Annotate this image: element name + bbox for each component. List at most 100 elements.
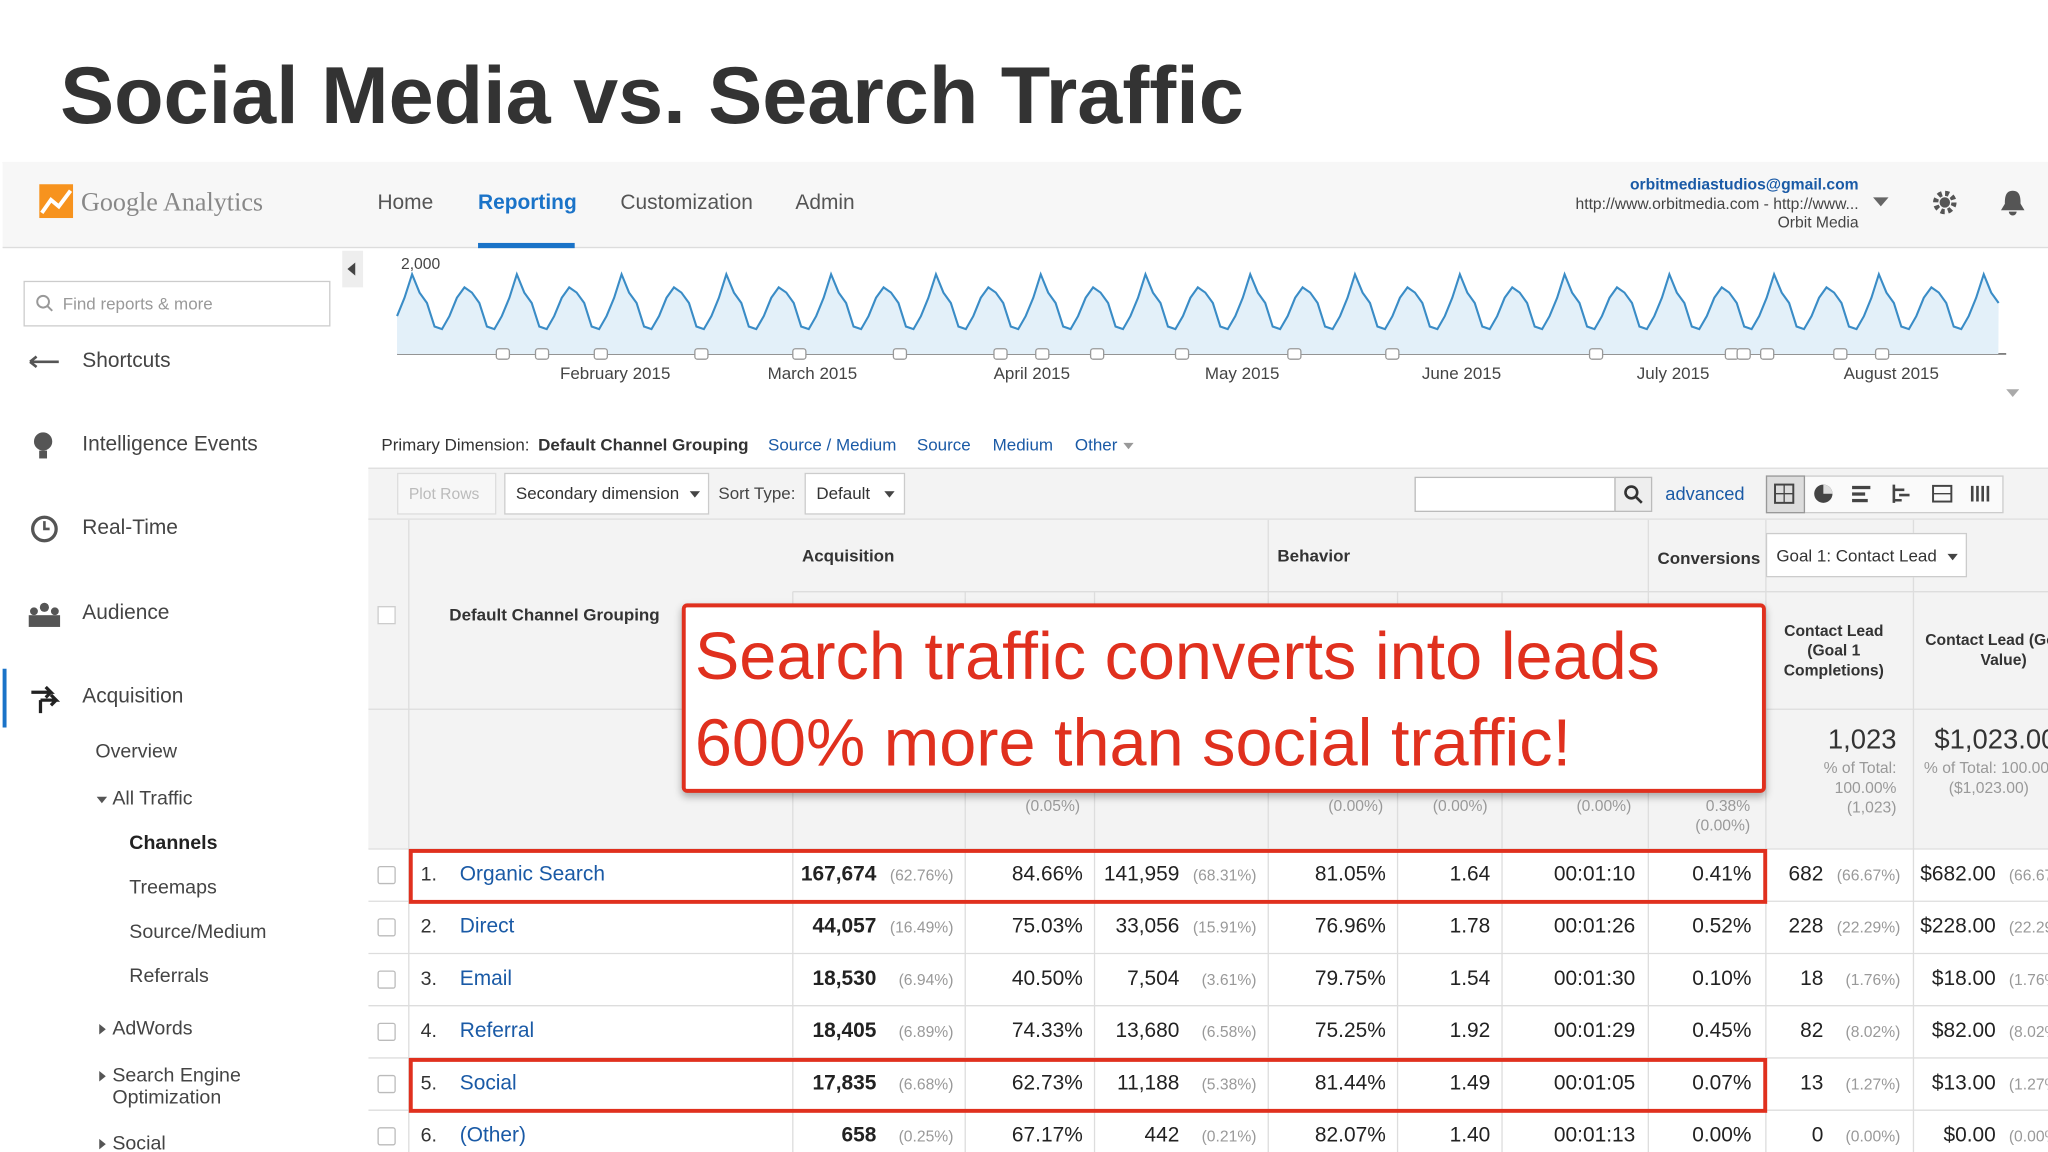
channel-link[interactable]: Referral xyxy=(459,1020,535,1043)
nav-underline xyxy=(478,242,575,249)
search-placeholder: Find reports & more xyxy=(62,293,213,314)
cell-value: $13.00 xyxy=(1931,1072,1996,1095)
nav-item[interactable]: Customization xyxy=(620,191,753,215)
cell-value: 00:01:30 xyxy=(1553,967,1636,991)
sidebar-subitem[interactable]: AdWords xyxy=(112,1017,193,1040)
sidebar-search[interactable] xyxy=(23,280,331,327)
dimension-option[interactable]: Medium xyxy=(992,434,1054,455)
sidebar-subitem[interactable]: All Traffic xyxy=(112,787,193,810)
cell-value: 1.40 xyxy=(1449,1124,1491,1147)
cell-value: $682.00 xyxy=(1920,863,1996,886)
total-value: 1,023 xyxy=(1827,724,1897,755)
cell-value: 00:01:13 xyxy=(1553,1124,1636,1147)
sidebar-item[interactable]: Intelligence Events xyxy=(82,433,258,456)
channel-link[interactable]: Social xyxy=(459,1072,517,1095)
nav-item[interactable]: Admin xyxy=(795,191,855,215)
sidebar-subitem[interactable]: Social xyxy=(112,1132,166,1152)
view-table[interactable] xyxy=(1765,475,1806,514)
cell-value: $82.00 xyxy=(1931,1020,1996,1043)
dimension-option: Default Channel Grouping xyxy=(538,434,749,455)
cell-value: 0.41% xyxy=(1692,863,1752,886)
advanced-link[interactable]: advanced xyxy=(1665,483,1745,505)
cell-value: 0.00% xyxy=(1692,1124,1752,1147)
row-checkbox[interactable] xyxy=(377,970,396,989)
channel-link[interactable]: Email xyxy=(459,967,513,991)
table-search[interactable] xyxy=(1414,476,1616,512)
settings-icon[interactable] xyxy=(1932,189,1958,215)
row-rank: 5. xyxy=(420,1072,437,1095)
sidebar-item[interactable]: Shortcuts xyxy=(82,350,171,373)
cell-percent: (8.02%) xyxy=(2008,1022,2048,1041)
cell-value: 81.05% xyxy=(1314,863,1386,886)
row-checkbox[interactable] xyxy=(377,1074,396,1094)
cell-value: 82.07% xyxy=(1314,1124,1386,1147)
cell-percent: (62.76%) xyxy=(889,865,954,885)
cell-value: 44,057 xyxy=(812,915,877,938)
callout-line: 600% more than social traffic! xyxy=(694,705,1572,780)
nav-item[interactable]: Home xyxy=(377,191,434,215)
sidebar-subitem[interactable]: Treemaps xyxy=(129,876,217,899)
search-button[interactable] xyxy=(1614,476,1653,512)
callout-line: Search traffic converts into leads xyxy=(694,619,1660,694)
row-checkbox[interactable] xyxy=(377,918,396,937)
total-value: 100.00% xyxy=(1834,778,1897,797)
annotation-marker xyxy=(1736,348,1751,360)
cell-percent: (6.58%) xyxy=(1201,1022,1257,1041)
sidebar-subitem[interactable]: Referrals xyxy=(129,965,209,988)
sidebar-subitem[interactable]: Source/Medium xyxy=(129,920,267,944)
channel-link[interactable]: Organic Search xyxy=(459,863,605,886)
secondary-dimension[interactable] xyxy=(504,472,710,515)
trend-line xyxy=(396,271,2000,331)
search-icon xyxy=(1624,485,1643,504)
select-all-checkbox[interactable] xyxy=(377,606,396,625)
view-icons xyxy=(1774,483,1990,504)
sidebar-subitem[interactable]: Overview xyxy=(95,740,177,763)
group-header: Conversions xyxy=(1657,548,1761,569)
cell-value: 1.64 xyxy=(1449,863,1491,886)
x-tick-label: May 2015 xyxy=(1204,363,1280,383)
plot-rows-button[interactable] xyxy=(397,472,497,515)
cell-value: 0.07% xyxy=(1692,1072,1752,1095)
annotation-marker xyxy=(1874,348,1890,360)
cell-value: 81.44% xyxy=(1314,1072,1386,1095)
cell-percent: (0.25%) xyxy=(898,1127,954,1146)
logo-text: Google Analytics xyxy=(80,188,264,217)
row-rank: 3. xyxy=(420,967,437,991)
channel-link[interactable]: (Other) xyxy=(459,1124,526,1147)
y-tick-label: 2,000 xyxy=(400,254,441,273)
row-checkbox[interactable] xyxy=(377,1127,396,1146)
sidebar-icon xyxy=(31,515,58,543)
sidebar-item[interactable]: Audience xyxy=(82,602,170,625)
row-checkbox[interactable] xyxy=(377,1022,396,1041)
cell-value: $228.00 xyxy=(1920,915,1996,938)
total-value: (0.00%) xyxy=(1328,796,1384,816)
cell-percent: (22.29%) xyxy=(1836,918,1901,937)
sidebar-subitem[interactable]: Channels xyxy=(129,831,218,855)
dimension-option[interactable]: Other xyxy=(1074,434,1118,455)
sidebar-item[interactable]: Acquisition xyxy=(82,685,184,708)
nav-item[interactable]: Reporting xyxy=(478,191,577,215)
sidebar-subitem[interactable]: Search Engine Optimization xyxy=(112,1064,241,1109)
dimension-option[interactable]: Source xyxy=(916,434,971,455)
active-marker xyxy=(2,668,7,728)
goal-select[interactable] xyxy=(1765,532,1968,578)
cell-value: 82 xyxy=(1800,1020,1824,1043)
notifications-icon[interactable] xyxy=(2000,188,2026,217)
row-rank: 6. xyxy=(420,1124,437,1147)
row-checkbox[interactable] xyxy=(377,865,396,885)
cell-value: 1.54 xyxy=(1449,967,1491,991)
cell-value: 00:01:10 xyxy=(1553,863,1636,886)
account-caret[interactable] xyxy=(1872,197,1889,207)
account-email[interactable]: orbitmediastudios@gmail.com xyxy=(1629,175,1859,194)
primary-dimension-label: Primary Dimension: xyxy=(381,434,530,455)
trend-chart xyxy=(396,271,2020,398)
channel-link[interactable]: Direct xyxy=(459,915,515,938)
annotation-marker xyxy=(1174,348,1190,360)
cell-percent: (6.94%) xyxy=(898,970,954,989)
sidebar-item[interactable]: Real-Time xyxy=(82,517,178,540)
highlight-organic xyxy=(408,848,1768,904)
dimension-option[interactable]: Source / Medium xyxy=(767,434,897,455)
cell-percent: (22.29%) xyxy=(2008,918,2048,937)
cell-percent: (16.49%) xyxy=(889,918,954,937)
view-switcher[interactable] xyxy=(1765,475,2004,514)
